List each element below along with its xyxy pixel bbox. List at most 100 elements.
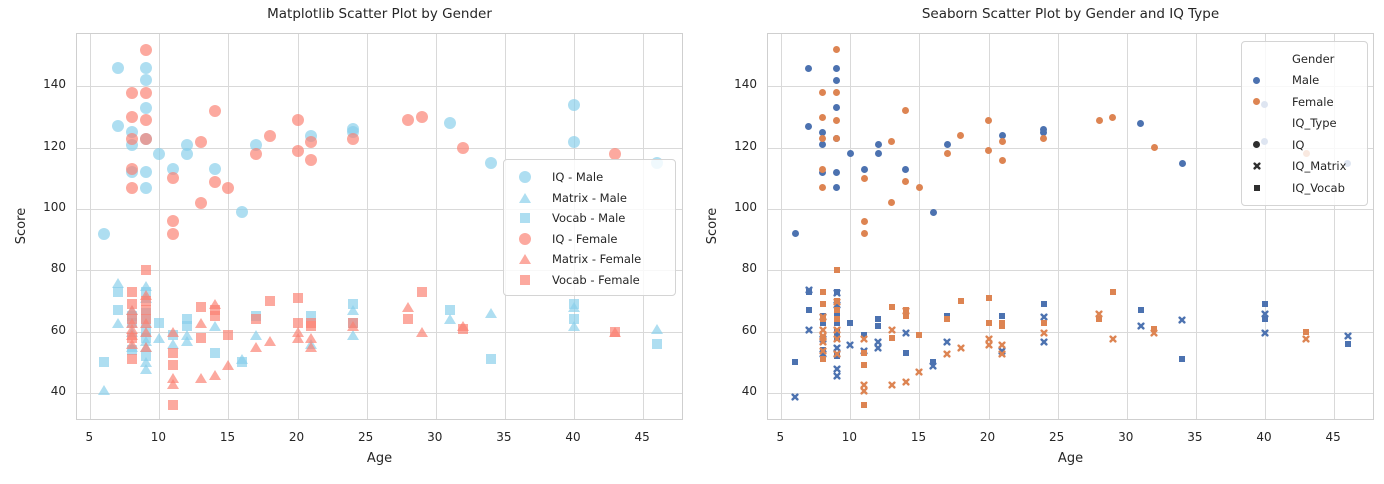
- legend-marker-square-icon: [510, 213, 540, 224]
- scatter-point-triangle-icon: [208, 369, 221, 380]
- legend-label: Vocab - Female: [552, 272, 640, 287]
- scatter-point-square-icon: [944, 313, 951, 320]
- scatter-point-square-icon: [416, 286, 427, 297]
- scatter-point-square-icon: [861, 331, 868, 338]
- scatter-point-circle-icon: [915, 184, 923, 192]
- scatter-point-square-icon: [126, 299, 137, 310]
- scatter-point-square-icon: [209, 305, 220, 316]
- scatter-point-circle-icon: [291, 144, 304, 157]
- scatter-point-triangle-icon: [222, 360, 235, 371]
- scatter-point-square-icon: [833, 353, 840, 360]
- scatter-point-circle-icon: [1109, 113, 1117, 121]
- scatter-point-square-icon: [126, 345, 137, 356]
- scatter-point-square-icon: [902, 307, 909, 314]
- x-tick-label: 10: [841, 430, 857, 444]
- scatter-point-square-icon: [568, 314, 579, 325]
- scatter-point-circle-icon: [609, 147, 622, 160]
- scatter-point-square-icon: [944, 316, 951, 323]
- legend-item: Male: [1242, 70, 1367, 92]
- scatter-point-circle-icon: [167, 227, 180, 240]
- scatter-point-square-icon: [458, 323, 469, 334]
- y-tick-label: 40: [50, 384, 66, 399]
- scatter-point-triangle-icon: [139, 326, 152, 337]
- scatter-point-square-icon: [182, 320, 192, 331]
- gridline: [77, 393, 682, 395]
- scatter-point-circle-icon: [346, 132, 359, 145]
- scatter-point-circle-icon: [998, 138, 1006, 146]
- scatter-point-circle-icon: [125, 163, 138, 176]
- scatter-point-circle-icon: [153, 147, 166, 160]
- scatter-point-triangle-icon: [519, 192, 531, 203]
- gridline: [1334, 34, 1336, 419]
- scatter-point-square-icon: [292, 293, 303, 304]
- scatter-point-triangle-icon: [305, 342, 318, 353]
- gridline: [435, 34, 437, 419]
- scatter-point-square-icon: [833, 267, 840, 274]
- scatter-point-square-icon: [930, 359, 937, 366]
- scatter-point-triangle-icon: [98, 385, 111, 396]
- right-plot-axes: Gender Male Female IQ_Type IQ IQ_Matrix IQ_Voc…: [767, 33, 1374, 420]
- scatter-point-triangle-icon: [485, 308, 498, 319]
- scatter-point-square-icon: [264, 296, 275, 307]
- scatter-point-triangle-icon: [139, 363, 152, 374]
- left-plot: Matplotlib Scatter Plot by Gender Score …: [14, 6, 683, 466]
- scatter-point-x-icon: [998, 334, 1006, 353]
- scatter-point-x-icon: [791, 386, 799, 405]
- scatter-point-circle-icon: [860, 174, 868, 182]
- scatter-point-square-icon: [347, 317, 358, 328]
- scatter-point-square-icon: [520, 274, 530, 285]
- scatter-point-circle-icon: [819, 165, 827, 173]
- scatter-point-circle-icon: [208, 104, 221, 117]
- scatter-point-triangle-icon: [181, 329, 193, 340]
- scatter-point-square-icon: [1096, 316, 1103, 323]
- gridline: [1126, 34, 1128, 419]
- scatter-point-square-icon: [292, 317, 303, 328]
- scatter-point-circle-icon: [833, 104, 841, 112]
- scatter-point-circle-icon: [791, 230, 799, 238]
- scatter-point-square-icon: [833, 319, 840, 326]
- legend-label: Matrix - Female: [552, 252, 642, 267]
- scatter-point-square-icon: [861, 402, 868, 409]
- scatter-point-x-icon: [819, 319, 827, 338]
- y-tick-label: 80: [50, 261, 66, 276]
- x-tick-label: 45: [634, 430, 650, 444]
- scatter-point-triangle-icon: [567, 320, 580, 331]
- scatter-point-circle-icon: [929, 208, 937, 216]
- scatter-point-square-icon: [306, 311, 317, 322]
- scatter-point-x-icon: [1344, 325, 1352, 344]
- scatter-point-triangle-icon: [650, 323, 663, 334]
- scatter-point-circle-icon: [139, 86, 152, 99]
- scatter-point-square-icon: [957, 298, 964, 305]
- scatter-point-circle-icon: [819, 141, 827, 149]
- x-axis-label: Age: [1057, 451, 1084, 466]
- scatter-point-x-icon: [1040, 322, 1048, 341]
- scatter-point-circle-icon: [567, 135, 580, 148]
- x-tick-label: 30: [427, 430, 443, 444]
- scatter-point-circle-icon: [1253, 98, 1260, 106]
- scatter-point-circle-icon: [1253, 76, 1260, 84]
- scatter-point-x-icon: [832, 343, 841, 362]
- x-tick-label: 25: [1049, 430, 1065, 444]
- gridline: [77, 209, 682, 211]
- scatter-point-circle-icon: [819, 184, 827, 192]
- scatter-point-square-icon: [805, 307, 812, 314]
- scatter-point-circle-icon: [208, 175, 221, 188]
- scatter-point-circle-icon: [139, 62, 152, 75]
- y-tick-label: 40: [741, 384, 757, 399]
- scatter-point-square-icon: [833, 328, 840, 335]
- scatter-point-circle-icon: [1040, 135, 1048, 143]
- legend-marker-triangle-icon: [510, 192, 540, 203]
- scatter-point-circle-icon: [139, 74, 152, 87]
- legend-label: IQ_Vocab: [1292, 180, 1345, 195]
- scatter-point-x-icon: [832, 337, 841, 356]
- gridline: [850, 34, 852, 419]
- scatter-point-square-icon: [347, 299, 358, 310]
- scatter-point-circle-icon: [819, 89, 827, 97]
- scatter-point-circle-icon: [181, 138, 193, 151]
- x-tick-label: 20: [979, 430, 996, 444]
- scatter-point-square-icon: [140, 296, 151, 307]
- scatter-point-square-icon: [833, 310, 840, 317]
- scatter-point-circle-icon: [902, 107, 910, 115]
- scatter-point-circle-icon: [943, 141, 951, 149]
- scatter-point-circle-icon: [139, 132, 152, 145]
